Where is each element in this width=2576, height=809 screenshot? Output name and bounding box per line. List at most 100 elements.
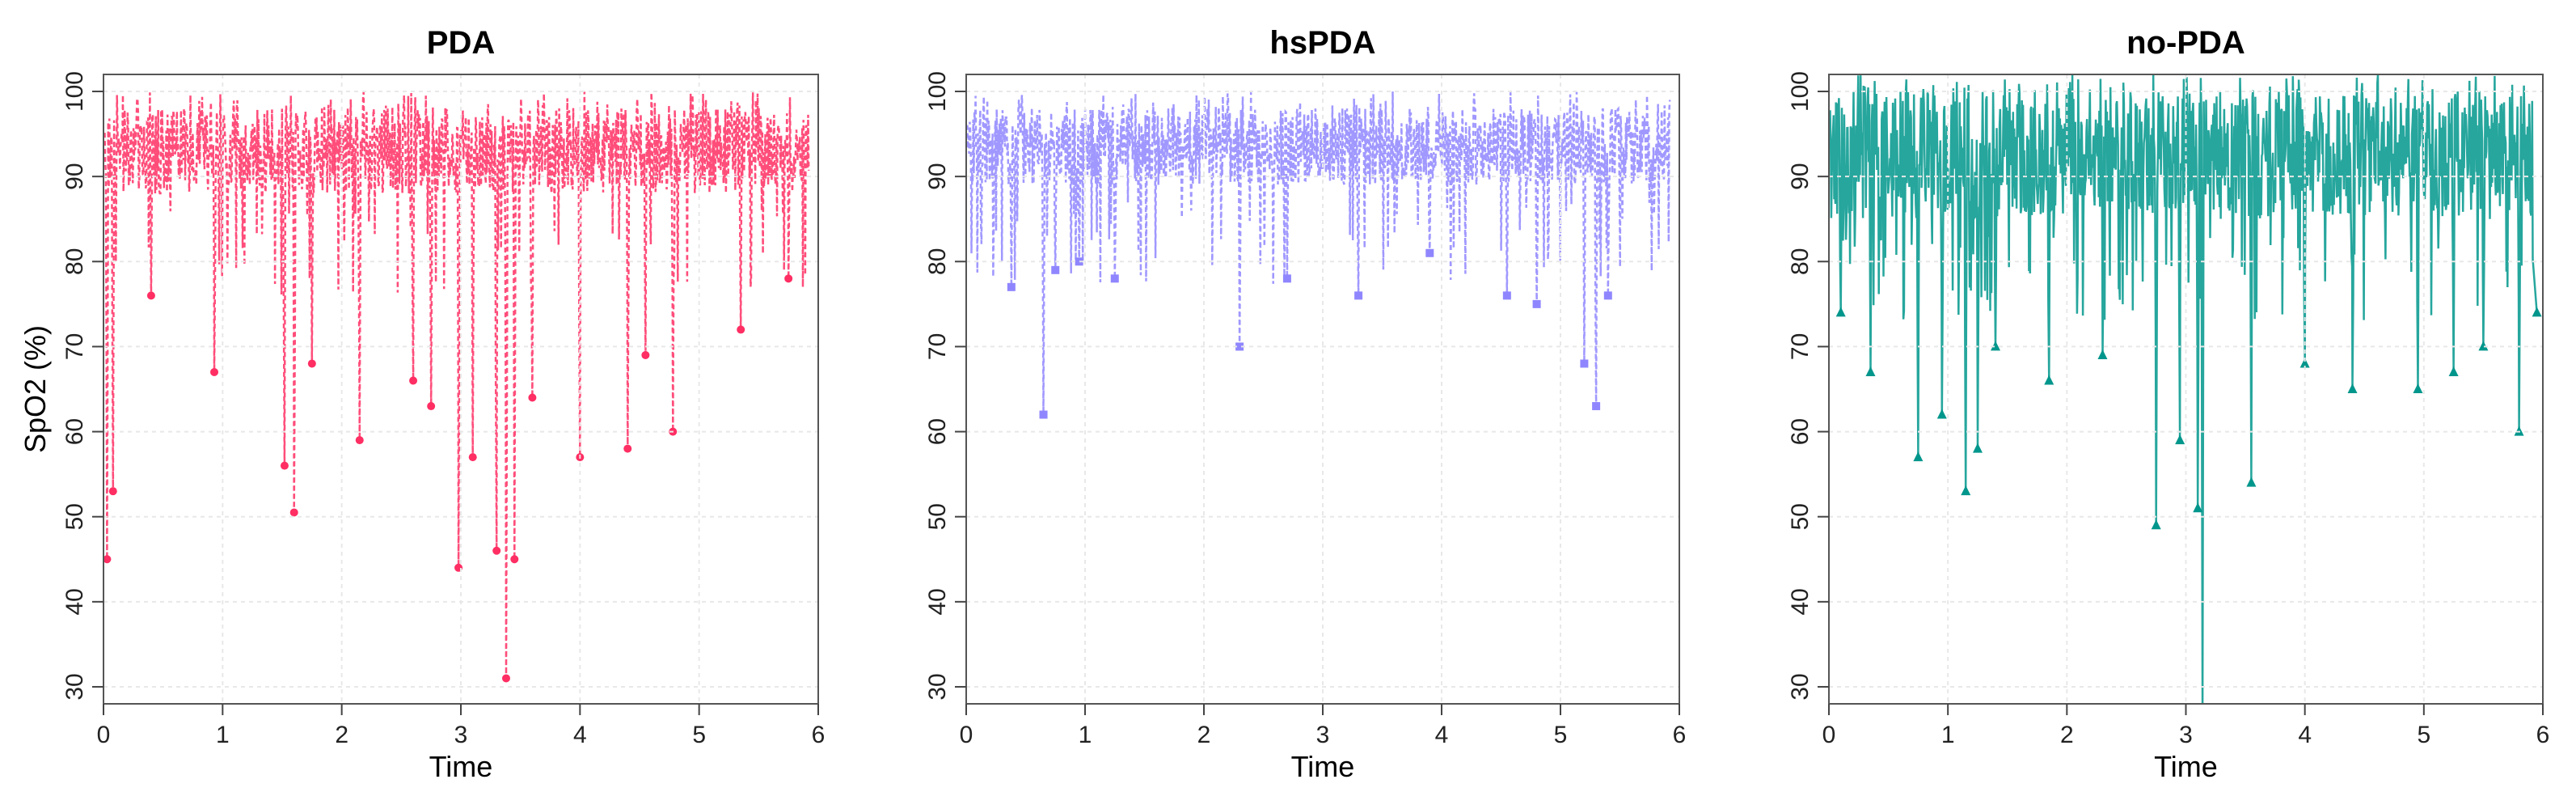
series-line <box>1829 74 2538 704</box>
data-point-8 <box>409 376 418 385</box>
y-tick-label: 90 <box>924 163 951 189</box>
chart-title: PDA <box>427 25 495 61</box>
series-line <box>966 91 1671 415</box>
data-point-2 <box>146 291 155 300</box>
panel-1: 0 1 2 3 4 5 6 30 40 50 60 70 80 90 100 hsPDA Time <box>924 25 1686 783</box>
data-point-15 <box>528 393 537 402</box>
y-tick-label: 60 <box>61 418 88 445</box>
x-tick-label: 5 <box>1554 722 1568 748</box>
data-point-9 <box>1502 291 1511 300</box>
panel-0: 0 1 2 3 4 5 6 30 40 50 60 70 80 90 100 PDA Time SpO2 (%) <box>19 25 825 783</box>
y-tick-label: 50 <box>924 503 951 530</box>
y-tick-label: 70 <box>924 333 951 360</box>
y-tick-label: 90 <box>1787 163 1814 189</box>
data-point-4 <box>280 461 289 470</box>
data-point-7 <box>355 436 364 445</box>
data-point-0 <box>1007 282 1016 291</box>
data-point-14 <box>2299 358 2310 368</box>
data-point-3 <box>1075 257 1083 266</box>
data-point-5 <box>289 508 298 517</box>
x-tick-label: 0 <box>1822 722 1836 748</box>
y-tick-label: 70 <box>1787 333 1814 360</box>
data-point-12 <box>492 546 501 555</box>
data-point-9 <box>2151 519 2161 530</box>
x-tick-label: 6 <box>1673 722 1687 748</box>
data-point-3 <box>1936 409 1947 419</box>
data-point-1 <box>108 487 117 496</box>
y-tick-label: 60 <box>924 418 951 445</box>
y-tick-label: 50 <box>1787 503 1814 530</box>
series-line <box>103 91 810 679</box>
x-tick-label: 4 <box>573 722 587 748</box>
x-tick-label: 3 <box>2179 722 2193 748</box>
data-point-3 <box>210 367 219 376</box>
data-point-8 <box>2097 349 2108 359</box>
x-tick-label: 1 <box>1079 722 1092 748</box>
data-point-1 <box>1865 366 1876 376</box>
data-point-5 <box>1235 342 1244 351</box>
y-tick-label: 40 <box>1787 588 1814 615</box>
data-point-0 <box>103 555 112 564</box>
y-axis-label: SpO2 (%) <box>19 325 52 453</box>
data-point-10 <box>2175 434 2185 445</box>
x-tick-label: 2 <box>2060 722 2074 748</box>
data-point-18 <box>641 350 650 359</box>
x-axis-label: Time <box>429 750 493 783</box>
data-point-10 <box>1532 299 1541 308</box>
data-point-14 <box>510 555 519 564</box>
x-tick-label: 1 <box>216 722 230 748</box>
chart-title: no-PDA <box>2126 25 2245 61</box>
data-point-9 <box>427 402 436 411</box>
data-point-20 <box>737 325 745 334</box>
panel-2: 0 1 2 3 4 5 6 30 40 50 60 70 80 90 100 no-PDA Time <box>1787 25 2549 783</box>
data-point-1 <box>1039 410 1048 419</box>
y-tick-label: 40 <box>61 588 88 615</box>
x-tick-label: 6 <box>2536 722 2550 748</box>
x-tick-label: 4 <box>1435 722 1449 748</box>
y-tick-label: 100 <box>61 71 88 112</box>
x-axis-label: Time <box>1291 750 1355 783</box>
data-point-20 <box>2532 307 2542 317</box>
x-tick-label: 2 <box>1197 722 1211 748</box>
data-point-7 <box>1354 291 1363 300</box>
y-tick-label: 40 <box>924 588 951 615</box>
data-point-2 <box>1913 451 1924 462</box>
chart-title: hsPDA <box>1269 25 1375 61</box>
y-tick-label: 30 <box>61 673 88 700</box>
data-point-6 <box>1991 341 2001 351</box>
x-tick-label: 1 <box>1941 722 1955 748</box>
data-point-11 <box>468 453 477 462</box>
data-point-13 <box>1603 291 1612 300</box>
data-point-17 <box>623 444 632 453</box>
data-point-6 <box>307 359 316 368</box>
y-tick-label: 70 <box>61 333 88 360</box>
data-point-13 <box>501 674 510 683</box>
x-axis-label: Time <box>2154 750 2218 783</box>
data-point-5 <box>1972 443 1983 453</box>
data-point-15 <box>2347 383 2358 393</box>
data-point-12 <box>1592 402 1601 411</box>
data-point-18 <box>2478 341 2489 351</box>
y-tick-label: 100 <box>924 71 951 112</box>
y-tick-label: 100 <box>1787 71 1814 112</box>
data-point-17 <box>2448 366 2459 376</box>
y-tick-label: 80 <box>61 248 88 275</box>
y-tick-label: 80 <box>924 248 951 275</box>
data-point-4 <box>1961 485 1971 496</box>
y-tick-label: 30 <box>924 673 951 700</box>
data-point-4 <box>1110 274 1119 283</box>
data-point-12 <box>2198 707 2207 717</box>
y-tick-label: 90 <box>61 163 88 189</box>
x-tick-label: 0 <box>97 722 111 748</box>
series-1 <box>966 91 1671 419</box>
x-tick-label: 5 <box>2417 722 2430 748</box>
x-tick-label: 2 <box>335 722 348 748</box>
x-tick-label: 6 <box>812 722 826 748</box>
x-tick-label: 5 <box>692 722 706 748</box>
y-tick-label: 50 <box>61 503 88 530</box>
x-tick-label: 3 <box>1316 722 1330 748</box>
data-point-2 <box>1051 265 1060 274</box>
data-point-0 <box>1835 307 1846 317</box>
y-tick-label: 80 <box>1787 248 1814 275</box>
